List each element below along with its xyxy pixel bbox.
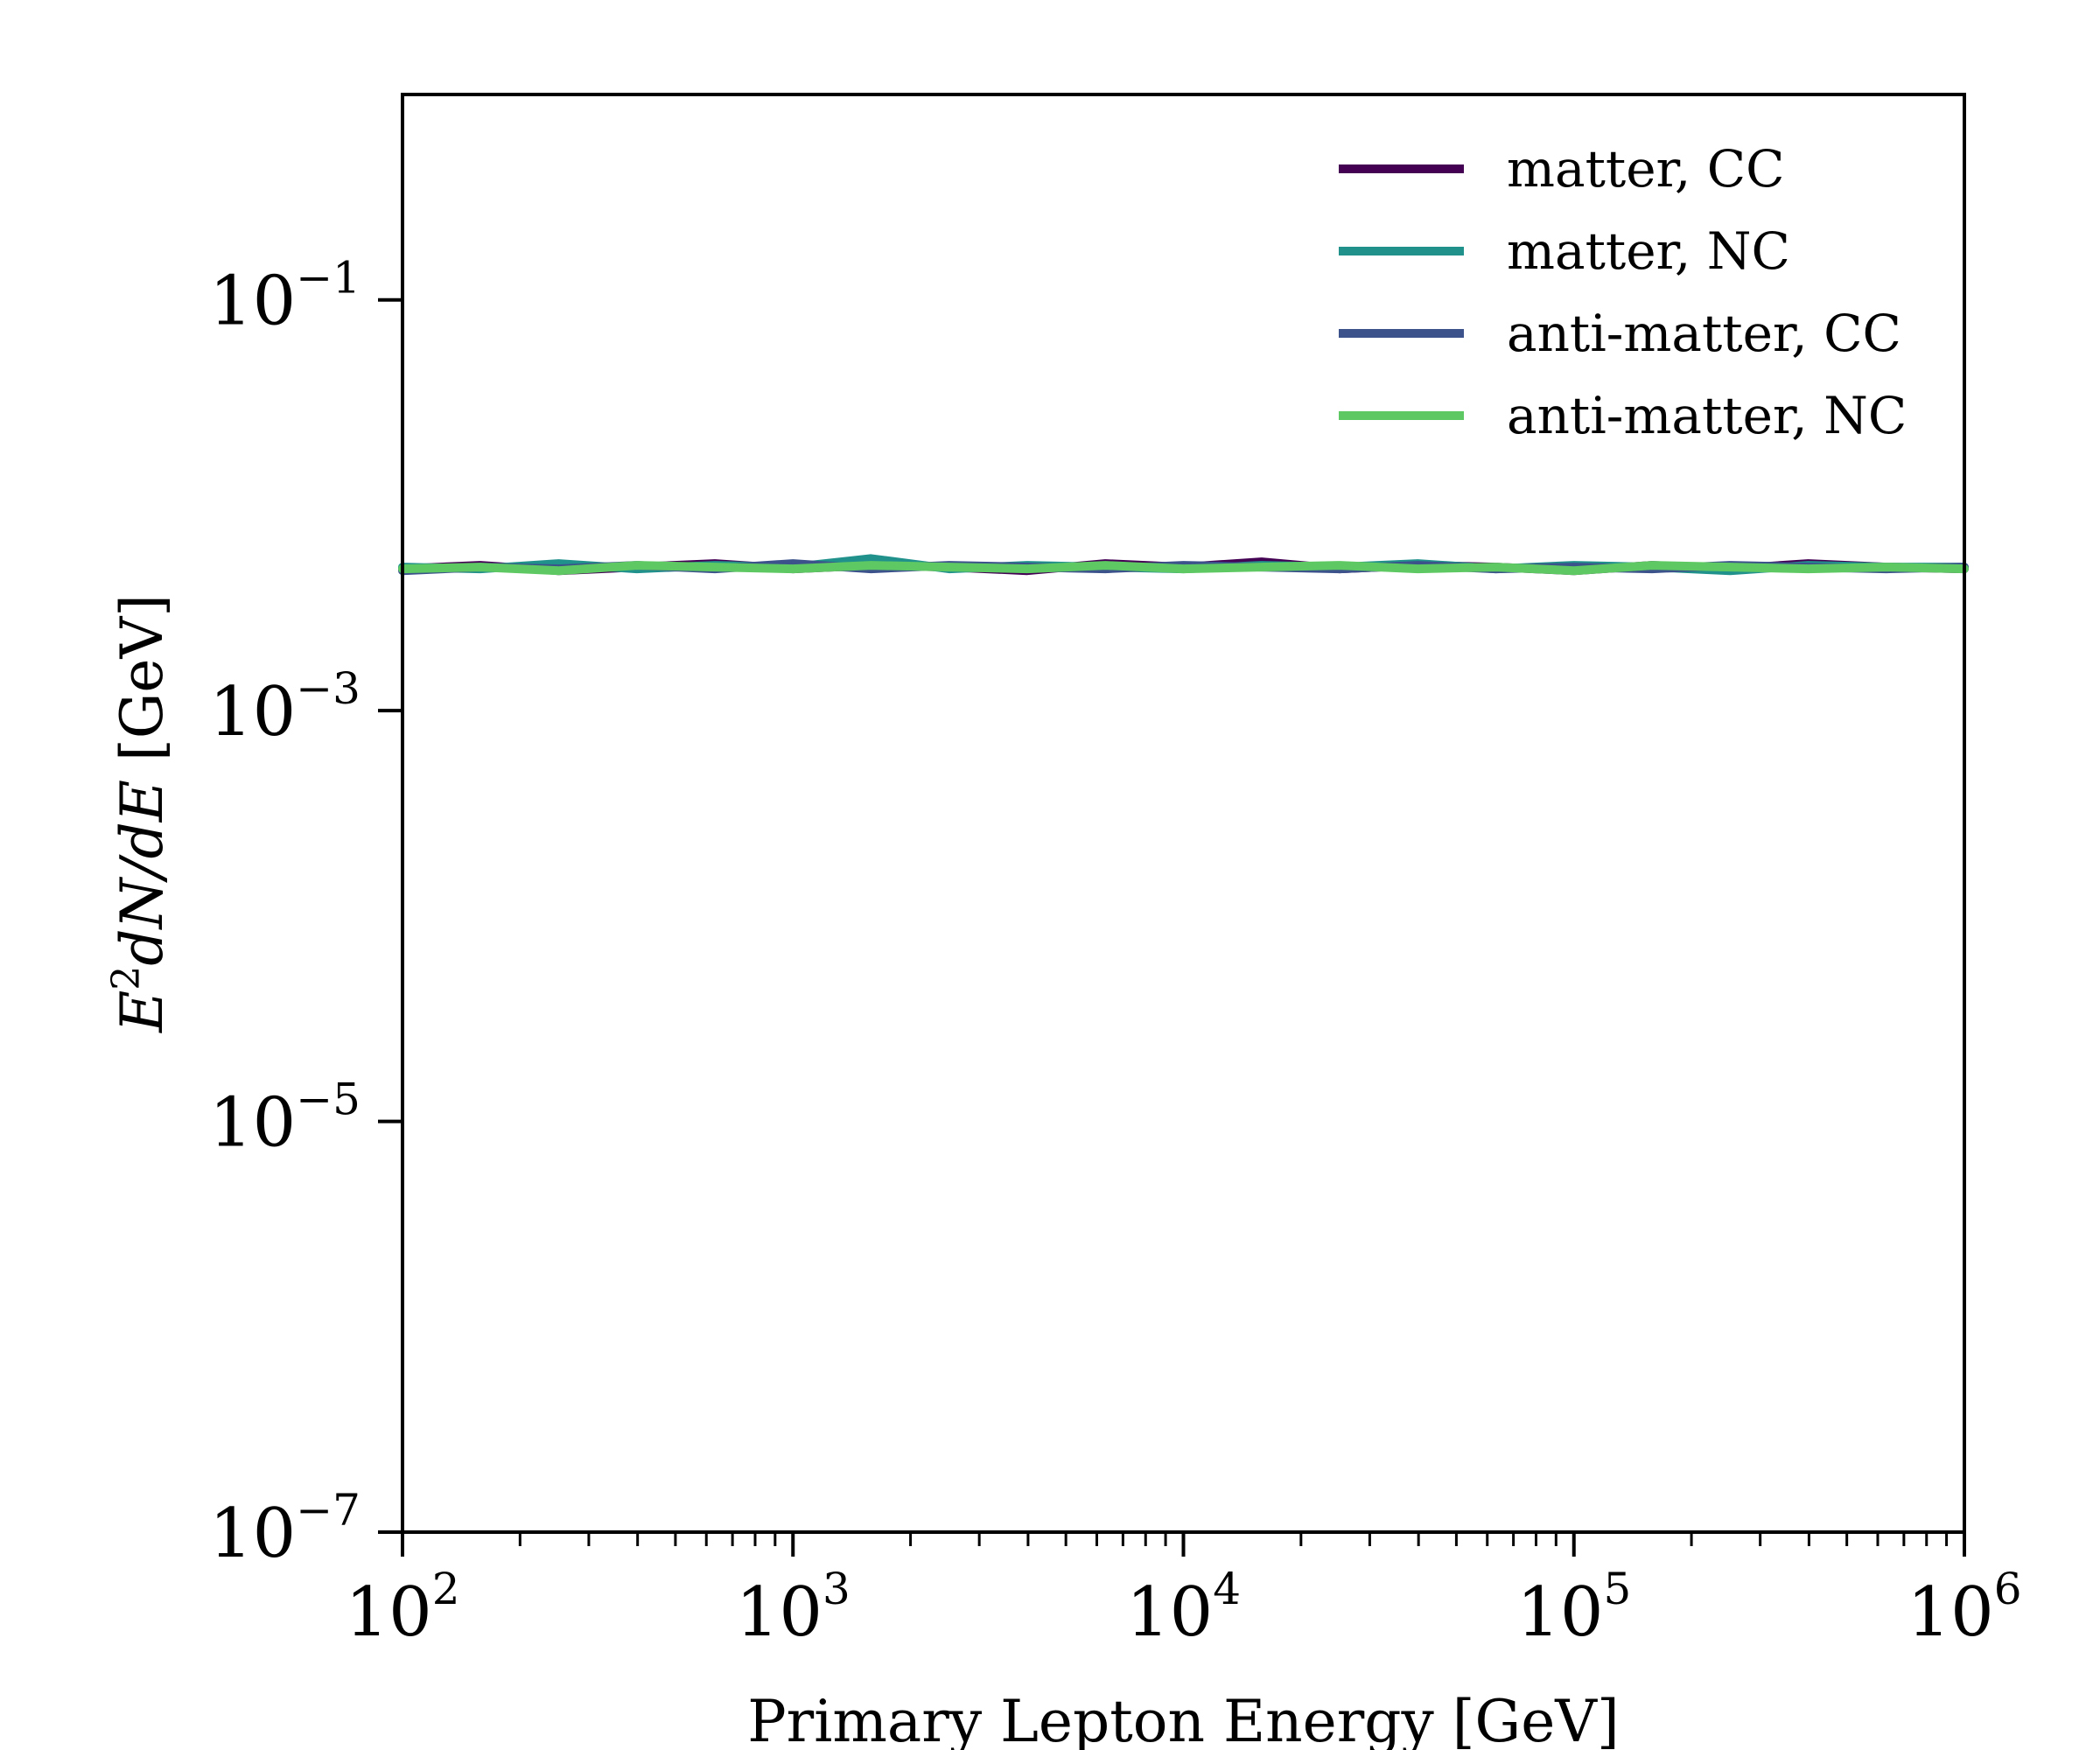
series-line-4 <box>398 561 1969 576</box>
y-axis-label-sup: 2 <box>104 966 149 990</box>
legend: matter, CC matter, NC anti-matter, CC anti-… <box>1339 139 1907 445</box>
x-tick-label: 102 <box>345 1564 459 1652</box>
y-axis-label-rest: dN/dE <box>108 780 176 966</box>
series-group <box>398 554 1969 576</box>
legend-label-2: matter, NC <box>1507 221 1790 281</box>
x-tick-label: 104 <box>1126 1564 1241 1652</box>
x-tick-label: 105 <box>1516 1564 1631 1652</box>
y-tick-label: 10−5 <box>209 1074 360 1163</box>
y-axis-label-base: E <box>108 990 176 1033</box>
legend-label-4: anti-matter, NC <box>1507 386 1907 445</box>
y-tick-label: 10−3 <box>209 663 360 752</box>
ticks-group: 102 103 104 105 106 10−7 10−5 10−3 10−1 <box>209 253 2022 1652</box>
y-tick-label: 10−7 <box>209 1485 360 1573</box>
legend-label-1: matter, CC <box>1507 139 1785 199</box>
y-axis-label: E2dN/dE [GeV] <box>104 594 176 1033</box>
x-axis-label: Primary Lepton Energy [GeV] <box>747 1688 1619 1750</box>
legend-label-3: anti-matter, CC <box>1507 304 1901 363</box>
y-tick-label: 10−1 <box>209 253 360 341</box>
x-tick-label: 103 <box>736 1564 850 1652</box>
y-axis-label-unit: [GeV] <box>108 594 176 780</box>
x-tick-label: 106 <box>1907 1564 2021 1652</box>
